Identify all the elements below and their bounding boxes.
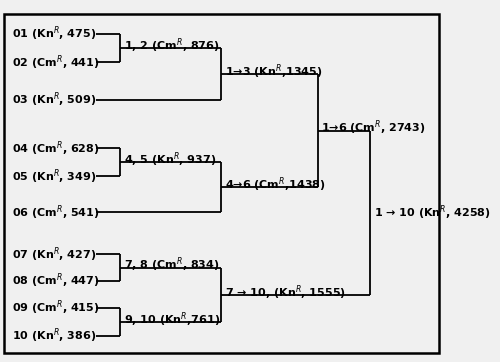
Text: 1→3 (Kn$^R$,1345): 1→3 (Kn$^R$,1345) — [224, 62, 322, 81]
Text: 1→6 (Cm$^R$, 2743): 1→6 (Cm$^R$, 2743) — [321, 119, 426, 138]
Text: 10 (Kn$^R$, 386): 10 (Kn$^R$, 386) — [12, 326, 96, 345]
Text: 03 (Kn$^R$, 509): 03 (Kn$^R$, 509) — [12, 90, 96, 109]
Text: 1, 2 (Cm$^R$, 876): 1, 2 (Cm$^R$, 876) — [124, 37, 219, 55]
Text: 09 (Cm$^R$, 415): 09 (Cm$^R$, 415) — [12, 299, 100, 317]
Text: 04 (Cm$^R$, 628): 04 (Cm$^R$, 628) — [12, 139, 100, 157]
Text: 01 (Kn$^R$, 475): 01 (Kn$^R$, 475) — [12, 25, 96, 43]
Text: 02 (Cm$^R$, 441): 02 (Cm$^R$, 441) — [12, 53, 100, 72]
Text: 08 (Cm$^R$, 447): 08 (Cm$^R$, 447) — [12, 272, 100, 290]
Text: 07 (Kn$^R$, 427): 07 (Kn$^R$, 427) — [12, 245, 96, 264]
Text: 4, 5 (Kn$^R$, 937): 4, 5 (Kn$^R$, 937) — [124, 151, 216, 169]
Text: 7, 8 (Cm$^R$, 834): 7, 8 (Cm$^R$, 834) — [124, 256, 219, 274]
Text: 7 → 10, (Kn$^R$, 1555): 7 → 10, (Kn$^R$, 1555) — [224, 283, 346, 302]
Text: 4→6 (Cm$^R$,1438): 4→6 (Cm$^R$,1438) — [224, 176, 325, 194]
Text: 1 → 10 (Kn$^R$, 4258): 1 → 10 (Kn$^R$, 4258) — [374, 203, 490, 222]
Text: 05 (Kn$^R$, 349): 05 (Kn$^R$, 349) — [12, 167, 96, 186]
Text: 9, 10 (Kn$^R$,761): 9, 10 (Kn$^R$,761) — [124, 310, 220, 329]
Text: 06 (Cm$^R$, 541): 06 (Cm$^R$, 541) — [12, 203, 100, 222]
